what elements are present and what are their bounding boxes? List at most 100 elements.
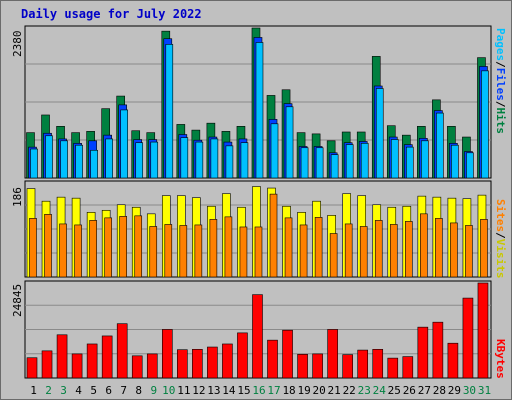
pages-bar-day-12 [195, 141, 204, 179]
kbytes-bar-day-15 [237, 332, 248, 379]
legend-hits: Hits [494, 107, 507, 135]
pages-bar-day-24 [375, 88, 384, 179]
day-label-4: 4 [75, 384, 82, 397]
day-label-14: 14 [222, 384, 236, 397]
pages-bar-day-18 [285, 106, 294, 179]
pages-bar-day-9 [150, 141, 159, 179]
kbytes-bar-day-4 [71, 353, 83, 379]
kbytes-bar-day-1 [26, 357, 38, 379]
pages-bar-day-20 [315, 147, 324, 179]
day-label-28: 28 [433, 384, 446, 397]
sites-bar-day-8 [134, 215, 143, 278]
day-label-15: 15 [237, 384, 250, 397]
legend-sites: Sites [494, 199, 507, 233]
sites-bar-day-31 [480, 219, 488, 278]
sites-bar-day-12 [194, 224, 203, 278]
pages-bar-day-17 [270, 123, 279, 179]
kbytes-bar-day-3 [56, 334, 68, 379]
pages-bar-day-11 [180, 137, 189, 179]
sites-bar-day-15 [239, 226, 248, 278]
sites-bar-day-22 [344, 223, 353, 278]
day-label-27: 27 [418, 384, 431, 397]
kbytes-bar-day-13 [207, 346, 218, 379]
pages-bar-day-16 [255, 42, 264, 179]
sites-bar-day-28 [435, 218, 443, 278]
day-label-11: 11 [177, 384, 190, 397]
kbytes-bar-day-2 [41, 350, 53, 379]
pages-bar-day-10 [165, 44, 174, 179]
kbytes-bar-day-12 [192, 349, 203, 379]
sites-bar-day-23 [359, 226, 368, 278]
kbytes-bar-day-6 [101, 335, 113, 379]
day-label-18: 18 [282, 384, 295, 397]
day-label-31: 31 [478, 384, 491, 397]
kbytes-bar-day-16 [252, 294, 263, 379]
pages-bar-day-3 [60, 140, 68, 179]
kbytes-bar-day-14 [222, 343, 233, 379]
kbytes-bar-day-21 [327, 329, 338, 379]
day-label-21: 21 [328, 384, 341, 397]
legend-kbytes: KBytes [494, 339, 507, 379]
pages-bar-day-30 [466, 152, 474, 179]
kbytes-bar-day-8 [131, 355, 143, 379]
kbytes-bar-day-26 [402, 356, 414, 379]
sites-bar-day-7 [119, 216, 127, 278]
chart-title: Daily usage for July 2022 [21, 7, 202, 21]
day-label-6: 6 [105, 384, 112, 397]
day-label-24: 24 [373, 384, 387, 397]
kbytes-bar-day-18 [282, 329, 293, 379]
kbytes-bar-day-24 [372, 349, 384, 379]
sites-bar-day-20 [314, 217, 323, 278]
legend-pages: Pages [494, 28, 507, 62]
sites-bar-day-16 [254, 226, 263, 278]
sites-bar-day-5 [89, 220, 97, 278]
day-label-16: 16 [252, 384, 265, 397]
pages-bar-day-22 [345, 144, 354, 179]
legend-files: Files [494, 67, 507, 101]
kbytes-bar-day-25 [387, 357, 399, 379]
day-label-5: 5 [90, 384, 97, 397]
sites-bar-day-26 [405, 221, 413, 278]
day-label-10: 10 [162, 384, 175, 397]
sites-bar-day-14 [224, 216, 233, 278]
day-label-20: 20 [313, 384, 326, 397]
sites-bar-day-27 [420, 213, 428, 278]
visits-ymax-label: 186 [11, 187, 24, 207]
kbytes-bar-day-17 [267, 339, 278, 379]
kbytes-ymax-label: 24845 [11, 283, 24, 317]
kbytes-bar-day-23 [357, 349, 369, 379]
pages-bar-day-25 [390, 139, 399, 179]
day-label-17: 17 [267, 384, 280, 397]
sites-bar-day-10 [164, 224, 173, 278]
kbytes-bar-day-31 [477, 282, 489, 379]
day-label-1: 1 [30, 384, 37, 397]
pages-bar-day-27 [421, 140, 429, 179]
day-label-29: 29 [448, 384, 461, 397]
kbytes-bar-day-30 [462, 297, 474, 379]
day-label-30: 30 [463, 384, 476, 397]
pages-bar-day-2 [45, 135, 53, 179]
pages-bar-day-7 [120, 109, 128, 179]
pages-bar-day-6 [105, 138, 113, 179]
sites-bar-day-25 [389, 224, 398, 278]
day-label-22: 22 [343, 384, 356, 397]
sites-bar-day-3 [59, 223, 67, 278]
kbytes-bar-day-5 [86, 343, 98, 379]
kbytes-bar-day-22 [342, 354, 353, 379]
pages-bar-day-13 [210, 138, 219, 179]
pages-bar-day-4 [75, 144, 83, 179]
sites-bar-day-13 [209, 219, 218, 278]
pages-bar-day-28 [436, 112, 444, 179]
sites-bar-day-11 [179, 225, 188, 278]
day-label-12: 12 [192, 384, 205, 397]
sites-bar-day-24 [374, 220, 383, 278]
sites-bar-day-4 [74, 224, 82, 278]
sites-bar-day-18 [284, 217, 293, 278]
day-label-8: 8 [135, 384, 142, 397]
pages-bar-day-23 [360, 143, 369, 179]
sites-bar-day-29 [450, 222, 458, 278]
sites-bar-day-19 [299, 224, 308, 278]
hits-ymax-label: 2380 [11, 30, 24, 58]
